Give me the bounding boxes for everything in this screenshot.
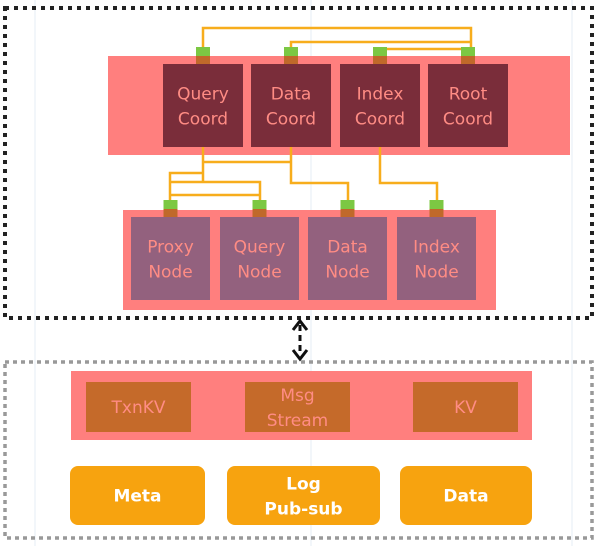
connector-port bbox=[340, 200, 355, 210]
base-box-0: Meta bbox=[70, 466, 205, 525]
worker-node-box bbox=[220, 217, 299, 300]
storage-box-2: KV bbox=[413, 382, 518, 432]
worker-node-label: Query bbox=[234, 238, 286, 258]
storage-box-box bbox=[86, 382, 191, 432]
coordinator-box bbox=[251, 64, 331, 147]
compute-layer-container bbox=[3, 6, 594, 320]
worker-node-label: Node bbox=[148, 263, 192, 283]
bidirectional-arrow bbox=[291, 318, 309, 362]
connector-port bbox=[373, 47, 387, 57]
coordinator-label: Coord bbox=[355, 110, 405, 130]
connector-port-base bbox=[252, 209, 267, 217]
connector-port-base bbox=[373, 56, 387, 64]
connector-port bbox=[252, 200, 267, 210]
connector-port-base bbox=[461, 56, 475, 64]
worker-node-label: Node bbox=[414, 263, 458, 283]
connector-port-base bbox=[429, 209, 444, 217]
coordinator-box bbox=[163, 64, 243, 147]
storage-box-label: TxnKV bbox=[111, 398, 166, 418]
connector-port bbox=[163, 200, 178, 210]
base-box-label: Log bbox=[286, 475, 321, 495]
base-box-box bbox=[70, 466, 205, 525]
storage-box-label: Stream bbox=[267, 411, 329, 431]
coord-node-links bbox=[168, 147, 439, 201]
connector-port bbox=[461, 47, 475, 57]
base-box-box bbox=[227, 466, 380, 525]
base-box-label: Pub-sub bbox=[264, 500, 342, 520]
coordinator-box bbox=[428, 64, 508, 147]
coordinator-label: Data bbox=[271, 85, 312, 105]
coordinator-label: Coord bbox=[443, 110, 493, 130]
worker-node-3: Index Node bbox=[397, 200, 476, 300]
worker-node-label: Node bbox=[237, 263, 281, 283]
base-box-label: Meta bbox=[113, 487, 161, 507]
coordinator-3: Root Coord bbox=[428, 47, 508, 147]
connector-port-base bbox=[340, 209, 355, 217]
connector-port-base bbox=[163, 209, 178, 217]
coordinator-1: Data Coord bbox=[251, 47, 331, 147]
coordinator-label: Query bbox=[177, 85, 229, 105]
coordinator-label: Index bbox=[357, 85, 404, 105]
storage-box-label: Msg bbox=[280, 386, 314, 406]
connector-port bbox=[196, 47, 210, 57]
worker-node-box bbox=[397, 217, 476, 300]
worker-node-box bbox=[131, 217, 210, 300]
connector-port-base bbox=[284, 56, 298, 64]
storage-layer-container bbox=[3, 360, 594, 540]
storage-box-box bbox=[413, 382, 518, 432]
connector-port-base bbox=[196, 56, 210, 64]
coordinator-2: Index Coord bbox=[340, 47, 420, 147]
worker-node-2: Data Node bbox=[308, 200, 387, 300]
coordinator-0: Query Coord bbox=[163, 47, 243, 147]
coordinator-box bbox=[340, 64, 420, 147]
worker-node-1: Query Node bbox=[220, 200, 299, 300]
coordinator-label: Root bbox=[449, 85, 488, 105]
storage-box-label: KV bbox=[454, 398, 477, 418]
worker-node-label: Data bbox=[327, 238, 368, 258]
connector-port bbox=[284, 47, 298, 57]
worker-node-label: Proxy bbox=[147, 238, 194, 258]
worker-node-box bbox=[308, 217, 387, 300]
base-box-box bbox=[400, 466, 532, 525]
coordinator-label: Coord bbox=[266, 110, 316, 130]
base-box-2: Data bbox=[400, 466, 532, 525]
worker-node-label: Node bbox=[325, 263, 369, 283]
worker-node-0: Proxy Node bbox=[131, 200, 210, 300]
storage-box-1: Msg Stream bbox=[245, 382, 350, 432]
worker-node-label: Index bbox=[413, 238, 460, 258]
base-box-1: Log Pub-sub bbox=[227, 466, 380, 525]
connector-port bbox=[429, 200, 444, 210]
base-box-label: Data bbox=[443, 487, 488, 507]
storage-box-box bbox=[245, 382, 350, 432]
storage-box-0: TxnKV bbox=[86, 382, 191, 432]
coordinator-label: Coord bbox=[178, 110, 228, 130]
